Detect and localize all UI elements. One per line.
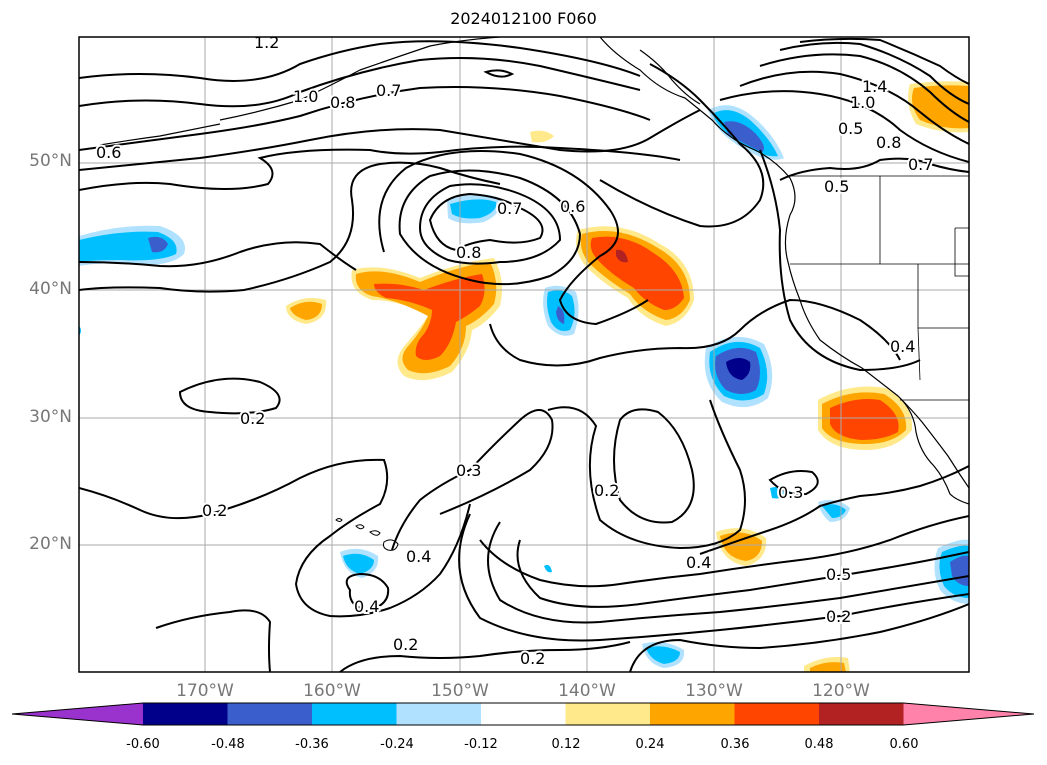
baja-peninsula xyxy=(899,397,969,505)
colorbar-segment xyxy=(650,703,735,725)
contour-label: 0.4 xyxy=(890,337,915,356)
colorbar-segment xyxy=(396,703,482,725)
contour-label: 0.7 xyxy=(908,155,933,174)
contour-label: 0.7 xyxy=(497,199,522,218)
contour-label: 0.2 xyxy=(594,481,619,500)
longitude-label: 170°W xyxy=(176,681,234,701)
latitude-label: 30°N xyxy=(29,407,72,427)
colorbar-tick-label: -0.12 xyxy=(464,737,498,752)
contour-label: 0.3 xyxy=(456,461,481,480)
coastline-layer xyxy=(99,37,969,505)
contour-label: 0.2 xyxy=(202,501,227,520)
contour-label: 0.5 xyxy=(826,565,851,584)
contour-label: 0.4 xyxy=(406,547,431,566)
contour-label: 0.5 xyxy=(824,177,849,196)
contour-label: 1.4 xyxy=(862,77,887,96)
contour-label: 1.2 xyxy=(254,33,279,52)
alaska-coast xyxy=(219,37,501,121)
contour-label: 0.6 xyxy=(560,197,585,216)
colorbar-tick-label: 0.60 xyxy=(889,737,919,752)
longitude-label: 150°W xyxy=(431,681,489,701)
colorbar-segment xyxy=(143,703,228,725)
longitude-label: 130°W xyxy=(685,681,743,701)
colorbar-tick-label: 0.48 xyxy=(804,737,834,752)
contour-label: 1.0 xyxy=(850,93,875,112)
colorbar-tick-label: -0.24 xyxy=(380,737,414,752)
contour-label: 0.5 xyxy=(838,119,863,138)
contour-label: 0.8 xyxy=(330,93,355,112)
colorbar-segment xyxy=(481,703,566,725)
colorbar-tick-label: -0.48 xyxy=(211,737,245,752)
latitude-label: 50°N xyxy=(29,151,72,171)
bc-islands xyxy=(639,49,701,105)
colorbar-tick-label: 0.24 xyxy=(635,737,665,752)
map-title: 2024012100 F060 xyxy=(450,9,597,28)
contour-label: 0.8 xyxy=(456,243,481,262)
contour-label: 0.8 xyxy=(876,133,901,152)
colorbar-outline xyxy=(11,702,1035,726)
longitude-label: 140°W xyxy=(558,681,616,701)
aleutian-chain xyxy=(99,123,221,146)
contour-label: 0.4 xyxy=(686,553,711,572)
colorbar-tick-label: -0.60 xyxy=(126,737,160,752)
graticule xyxy=(79,37,969,672)
latitude-label: 40°N xyxy=(29,279,72,299)
contour-label: 0.2 xyxy=(826,607,851,626)
colorbar-tick-label: 0.36 xyxy=(720,737,750,752)
colorbar-extend-high xyxy=(903,703,1034,725)
colorbar-segment xyxy=(819,703,904,725)
contour-label: 0.2 xyxy=(393,635,418,654)
colorbar-segment xyxy=(312,703,397,725)
colorbar-segment xyxy=(734,703,820,725)
contour-label: 0.4 xyxy=(354,597,379,616)
colorbar-tick-label: -0.36 xyxy=(295,737,329,752)
contour-label: 0.7 xyxy=(376,81,401,100)
latitude-label: 20°N xyxy=(29,534,72,554)
longitude-label: 160°W xyxy=(303,681,361,701)
contour-label: 0.2 xyxy=(240,409,265,428)
contour-label: 1.0 xyxy=(293,87,318,106)
hawaii-islands xyxy=(335,518,399,551)
state-border-layer xyxy=(790,175,969,401)
contour-layer xyxy=(79,37,969,672)
colorbar-extend-low xyxy=(12,703,143,725)
contour-label: 0.6 xyxy=(96,143,121,162)
contour-label: 0.3 xyxy=(778,483,803,502)
colorbar xyxy=(11,702,1035,726)
north-america-coast xyxy=(599,37,969,489)
colorbar-tick-label: 0.12 xyxy=(551,737,581,752)
map-frame xyxy=(78,36,970,673)
longitude-label: 120°W xyxy=(812,681,870,701)
colorbar-segment xyxy=(227,703,313,725)
contour-labels: 1.2 1.0 0.8 0.7 0.6 0.7 0.8 0.6 1.4 1.0 … xyxy=(94,33,935,670)
colorbar-segment xyxy=(565,703,651,725)
contour-label: 0.2 xyxy=(520,649,545,668)
